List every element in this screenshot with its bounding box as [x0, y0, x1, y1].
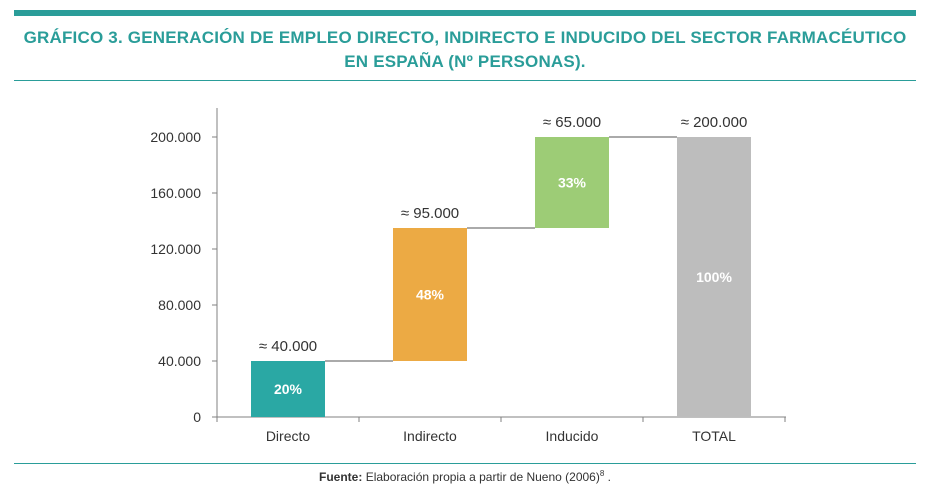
y-tick-label: 40.000 [158, 353, 201, 369]
top-rule [14, 10, 916, 16]
x-tick-label: Inducido [546, 428, 599, 444]
value-label: ≈ 95.000 [401, 205, 459, 222]
y-tick-label: 120.000 [150, 241, 201, 257]
bar [535, 137, 609, 228]
source-label: Fuente: [319, 470, 363, 484]
share-label: 100% [696, 269, 732, 285]
title-rule [14, 80, 916, 81]
bar [677, 137, 751, 417]
waterfall-chart: 0 40.000 80.000 120.000 160.000 200.000 Direct… [150, 108, 786, 444]
source-text: Elaboración propia a partir de Nueno (20… [362, 470, 600, 484]
x-tick-label: Indirecto [403, 428, 457, 444]
value-label: ≈ 40.000 [259, 338, 317, 355]
source-ref: 8 [599, 469, 605, 478]
share-label: 33% [558, 175, 587, 191]
bar [393, 228, 467, 361]
value-label: ≈ 200.000 [681, 114, 748, 131]
share-label: 48% [416, 287, 445, 303]
chart-title-line2: EN ESPAÑA (Nº PERSONAS). [344, 52, 586, 71]
value-label: ≈ 65.000 [543, 114, 601, 131]
y-tick-label: 80.000 [158, 297, 201, 313]
x-tick-label: Directo [266, 428, 311, 444]
x-tick-label: TOTAL [692, 428, 736, 444]
y-tick-label: 160.000 [150, 185, 201, 201]
y-tick-label: 0 [193, 409, 201, 425]
chart-title: GRÁFICO 3. GENERACIÓN DE EMPLEO DIRECTO,… [14, 26, 916, 74]
source-suffix: . [604, 470, 611, 484]
source-note: Fuente: Elaboración propia a partir de N… [14, 469, 916, 484]
share-label: 20% [274, 381, 303, 397]
bar [251, 361, 325, 417]
footer-rule [14, 463, 916, 464]
y-tick-label: 200.000 [150, 129, 201, 145]
chart-title-line1: GRÁFICO 3. GENERACIÓN DE EMPLEO DIRECTO,… [23, 28, 907, 47]
